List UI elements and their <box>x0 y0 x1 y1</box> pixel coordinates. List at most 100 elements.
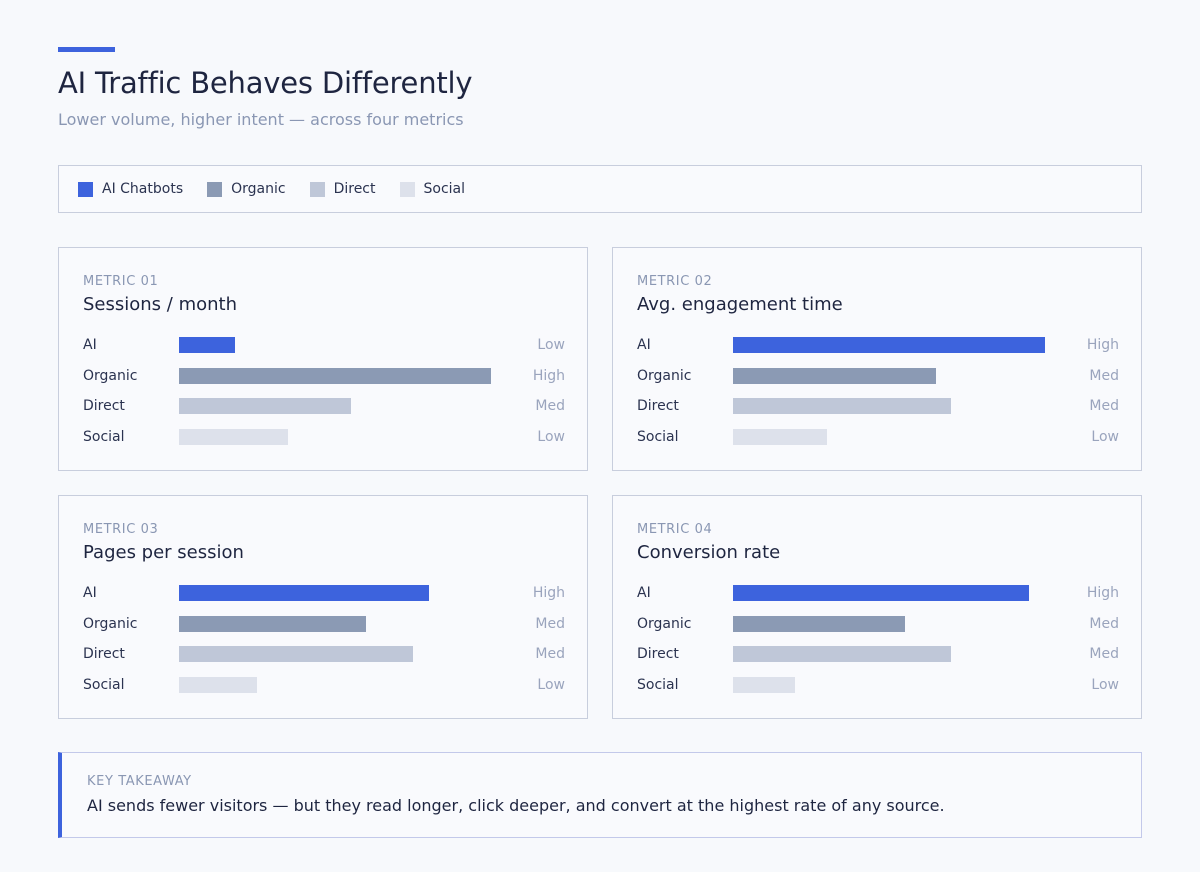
bar-row-direct: Direct Med <box>637 397 1119 415</box>
bar-social <box>179 429 288 445</box>
bar-social <box>179 677 257 693</box>
bar-level-organic: Med <box>535 616 565 632</box>
bar-level-direct: Med <box>1089 398 1119 414</box>
bar-row-ai: AI High <box>83 584 565 602</box>
legend-label-organic: Organic <box>231 181 286 197</box>
bar-label-ai: AI <box>637 337 651 353</box>
bar-level-ai: High <box>1086 585 1119 601</box>
bar-label-direct: Direct <box>637 646 679 662</box>
metric-card-4: METRIC 04 Conversion rate AI High Organic M… <box>612 495 1142 719</box>
bar-track <box>733 646 1045 662</box>
key-takeaway: KEY TAKEAWAY AI sends fewer visitors — b… <box>58 752 1142 838</box>
bar-direct <box>179 398 351 414</box>
bar-ai <box>733 585 1029 601</box>
bar-row-organic: Organic Med <box>637 615 1119 633</box>
bar-track <box>179 429 491 445</box>
bar-level-ai: High <box>532 585 565 601</box>
page-title: AI Traffic Behaves Differently <box>58 66 473 100</box>
bar-label-organic: Organic <box>83 368 138 384</box>
bar-ai <box>179 337 235 353</box>
bar-track <box>179 585 491 601</box>
bar-label-ai: AI <box>83 337 97 353</box>
bar-label-social: Social <box>637 429 679 445</box>
bar-level-organic: High <box>532 368 565 384</box>
bar-track <box>733 337 1045 353</box>
legend-label-ai: AI Chatbots <box>102 181 184 197</box>
bar-level-organic: Med <box>1089 616 1119 632</box>
metric-eyebrow: METRIC 03 <box>83 522 159 537</box>
bar-organic <box>733 368 936 384</box>
bar-direct <box>733 646 951 662</box>
bar-row-organic: Organic High <box>83 367 565 385</box>
legend-label-direct: Direct <box>333 181 376 197</box>
metric-card-2: METRIC 02 Avg. engagement time AI High Org… <box>612 247 1142 471</box>
bar-level-direct: Med <box>1089 646 1119 662</box>
bar-label-social: Social <box>83 677 125 693</box>
metric-title: Conversion rate <box>637 542 781 563</box>
bar-organic <box>733 616 905 632</box>
bar-ai <box>733 337 1045 353</box>
bar-level-direct: Med <box>535 398 565 414</box>
legend-item-social: Social <box>399 181 466 197</box>
bar-track <box>179 677 491 693</box>
metric-title: Pages per session <box>83 542 244 563</box>
metric-title: Avg. engagement time <box>637 294 843 315</box>
bar-track <box>179 337 491 353</box>
legend-item-organic: Organic <box>207 181 286 197</box>
bar-social <box>733 429 827 445</box>
bar-label-ai: AI <box>637 585 651 601</box>
bar-label-direct: Direct <box>83 398 125 414</box>
bar-row-organic: Organic Med <box>83 615 565 633</box>
metric-eyebrow: METRIC 02 <box>637 274 713 289</box>
legend: AI Chatbots Organic Direct Social <box>58 165 1142 213</box>
metric-title: Sessions / month <box>83 294 237 315</box>
page-subtitle: Lower volume, higher intent — across fou… <box>58 110 464 129</box>
bar-track <box>179 368 491 384</box>
bar-level-direct: Med <box>535 646 565 662</box>
bar-level-ai: Low <box>537 337 565 353</box>
bar-track <box>733 368 1045 384</box>
bar-label-organic: Organic <box>83 616 138 632</box>
bar-direct <box>733 398 951 414</box>
bar-track <box>179 646 491 662</box>
bar-track <box>733 398 1045 414</box>
bar-ai <box>179 585 429 601</box>
metric-card-3: METRIC 03 Pages per session AI High Organi… <box>58 495 588 719</box>
bar-organic <box>179 616 366 632</box>
takeaway-eyebrow: KEY TAKEAWAY <box>87 774 192 789</box>
bar-level-social: Low <box>537 429 565 445</box>
legend-label-social: Social <box>423 181 466 197</box>
bar-level-social: Low <box>1091 429 1119 445</box>
bar-label-social: Social <box>83 429 125 445</box>
bar-row-ai: AI High <box>637 584 1119 602</box>
bar-label-direct: Direct <box>83 646 125 662</box>
bar-row-ai: AI High <box>637 336 1119 354</box>
bar-label-organic: Organic <box>637 368 692 384</box>
bar-track <box>733 585 1045 601</box>
bar-label-social: Social <box>637 677 679 693</box>
legend-item-direct: Direct <box>309 181 376 197</box>
bar-level-ai: High <box>1086 337 1119 353</box>
bar-row-social: Social Low <box>83 428 565 446</box>
bar-row-social: Social Low <box>637 428 1119 446</box>
bar-direct <box>179 646 413 662</box>
bar-track <box>179 398 491 414</box>
bar-level-social: Low <box>537 677 565 693</box>
bar-row-organic: Organic Med <box>637 367 1119 385</box>
bar-label-direct: Direct <box>637 398 679 414</box>
bar-label-ai: AI <box>83 585 97 601</box>
bar-track <box>179 616 491 632</box>
legend-item-ai: AI Chatbots <box>78 181 183 197</box>
bar-track <box>733 616 1045 632</box>
bar-organic <box>179 368 491 384</box>
bar-label-organic: Organic <box>637 616 692 632</box>
bar-row-direct: Direct Med <box>637 645 1119 663</box>
bar-track <box>733 429 1045 445</box>
bar-row-social: Social Low <box>637 676 1119 694</box>
bar-social <box>733 677 795 693</box>
legend-swatch-ai <box>78 181 93 197</box>
metric-eyebrow: METRIC 04 <box>637 522 713 537</box>
bar-row-social: Social Low <box>83 676 565 694</box>
bar-row-direct: Direct Med <box>83 397 565 415</box>
